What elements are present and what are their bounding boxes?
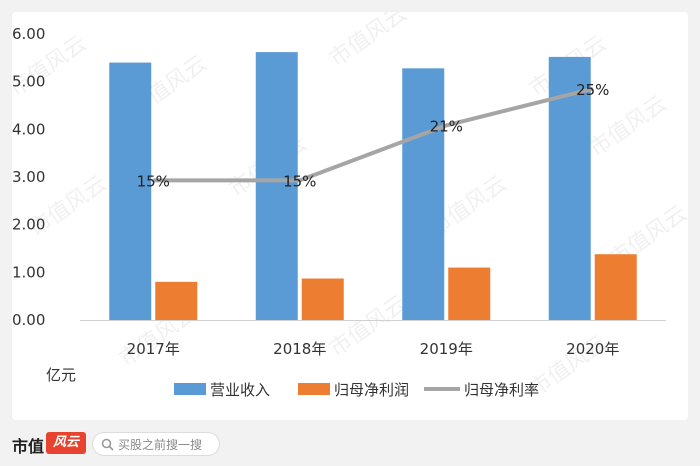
brand-logo: 风云 (46, 432, 86, 454)
y-tick-label: 2.00 (12, 216, 45, 234)
bar-revenue (109, 62, 152, 320)
brand-name: 市值 (12, 437, 45, 456)
chart-card: 市值风云 市值风云 市值风云 市值风云 市值风云 市值风云 市值风云 市值风云 市值风云 市值风云… (12, 12, 688, 420)
y-unit-label: 亿元 (46, 366, 76, 384)
y-tick-label: 5.00 (12, 73, 45, 91)
search-placeholder: 买股之前搜一搜 (118, 437, 203, 452)
bar-revenue (255, 52, 298, 320)
data-label: 15% (283, 172, 316, 190)
bar-net-profit (448, 267, 491, 320)
y-tick-label: 1.00 (12, 263, 45, 281)
bar-net-profit (301, 278, 344, 320)
legend-swatch (298, 383, 330, 395)
footer-bar: 市值 风云 买股之前搜一搜 (0, 424, 700, 466)
x-tick-label: 2019年 (420, 340, 473, 358)
watermark-text: 市值风云 (585, 91, 671, 162)
legend-label: 归母净利润 (334, 381, 409, 399)
legend-swatch (174, 383, 206, 395)
x-tick-label: 2017年 (127, 340, 180, 358)
bar-revenue (548, 56, 591, 320)
x-tick-label: 2018年 (273, 340, 326, 358)
data-label: 15% (137, 172, 170, 190)
line-layer: 15% 15% 21% 25% (137, 81, 610, 191)
axis-layer: 0.00 1.00 2.00 3.00 4.00 5.00 6.00 2017年 2018年 20… (12, 25, 666, 384)
legend: 营业收入 归母净利润 归母净利率 (174, 381, 539, 399)
bar-layer (109, 52, 637, 320)
y-tick-label: 6.00 (12, 25, 45, 43)
data-label: 25% (576, 81, 609, 99)
legend-label: 营业收入 (210, 381, 270, 399)
legend-label: 归母净利率 (464, 381, 539, 399)
bar-net-profit (594, 254, 637, 320)
watermark-text: 市值风云 (325, 12, 411, 72)
y-tick-label: 4.00 (12, 120, 45, 138)
x-tick-label: 2020年 (566, 340, 619, 358)
bar-net-profit (155, 281, 198, 320)
search-icon (101, 438, 114, 451)
search-box[interactable]: 买股之前搜一搜 (92, 432, 220, 456)
y-tick-label: 3.00 (12, 168, 45, 186)
line-net-margin (153, 86, 594, 183)
y-tick-label: 0.00 (12, 311, 45, 329)
bar-revenue (402, 68, 445, 320)
data-label: 21% (430, 117, 463, 135)
